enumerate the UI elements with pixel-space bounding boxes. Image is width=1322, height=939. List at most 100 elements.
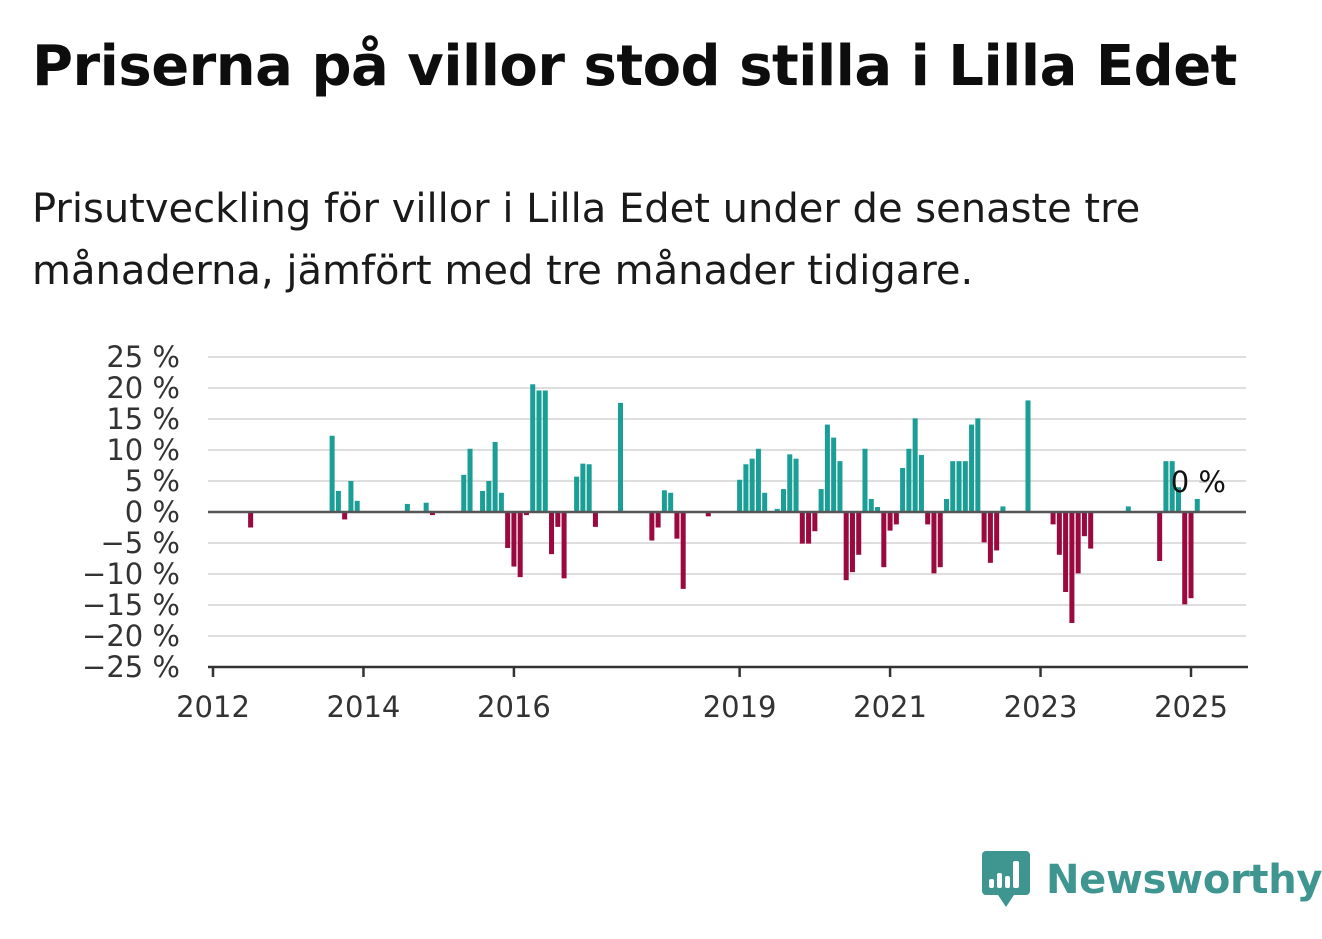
x-tick-label: 2012 bbox=[176, 690, 250, 724]
bar bbox=[649, 512, 655, 541]
x-tick-label: 2019 bbox=[703, 690, 777, 724]
bar bbox=[1056, 512, 1062, 555]
bar bbox=[342, 512, 348, 520]
bar bbox=[981, 512, 987, 543]
bar bbox=[1069, 512, 1075, 623]
bar bbox=[943, 498, 950, 512]
y-tick-label: −25 % bbox=[82, 650, 180, 684]
bar bbox=[774, 508, 780, 512]
bar bbox=[661, 490, 667, 512]
bar bbox=[994, 512, 1000, 551]
bar bbox=[511, 512, 517, 567]
bar bbox=[875, 507, 881, 512]
bar bbox=[743, 464, 749, 512]
x-tick-label: 2023 bbox=[1004, 690, 1078, 724]
bar bbox=[492, 441, 498, 512]
bar bbox=[812, 512, 818, 532]
y-tick-label: 5 % bbox=[125, 464, 180, 498]
bar bbox=[1175, 487, 1181, 512]
y-tick-label: −15 % bbox=[82, 588, 180, 622]
x-tick-label: 2014 bbox=[327, 690, 401, 724]
bar bbox=[542, 390, 548, 512]
bar bbox=[931, 512, 937, 574]
y-tick-label: −20 % bbox=[82, 619, 180, 653]
bars bbox=[248, 384, 1200, 623]
bar bbox=[1050, 512, 1056, 525]
bar bbox=[580, 463, 586, 512]
bar bbox=[335, 490, 341, 512]
bar bbox=[1000, 506, 1006, 512]
bar bbox=[617, 402, 624, 512]
bar bbox=[1088, 512, 1094, 549]
bar bbox=[969, 424, 975, 512]
bar bbox=[887, 512, 893, 531]
bar bbox=[900, 467, 906, 512]
bar bbox=[498, 492, 504, 512]
bar bbox=[762, 492, 768, 512]
bar bbox=[429, 512, 435, 516]
bar bbox=[467, 448, 473, 512]
bar bbox=[824, 424, 830, 512]
x-tick-label: 2016 bbox=[477, 690, 551, 724]
bar bbox=[837, 461, 843, 512]
bar bbox=[668, 492, 674, 512]
y-tick-label: −5 % bbox=[100, 526, 180, 560]
bar bbox=[849, 512, 855, 573]
y-tick-label: 0 % bbox=[125, 495, 180, 529]
bar bbox=[705, 512, 711, 517]
y-tick-label: −10 % bbox=[82, 557, 180, 591]
bar bbox=[843, 512, 849, 581]
bar bbox=[806, 512, 812, 544]
bar bbox=[248, 512, 254, 528]
bar bbox=[680, 512, 686, 589]
bar bbox=[1182, 512, 1188, 605]
bar bbox=[1157, 512, 1163, 561]
brand-logo: Newsworthy bbox=[980, 849, 1322, 911]
bar bbox=[912, 418, 918, 512]
bar bbox=[818, 489, 824, 512]
bar bbox=[737, 479, 743, 512]
bar bbox=[586, 464, 592, 512]
last-value-label: 0 % bbox=[1171, 465, 1226, 499]
bar bbox=[329, 435, 335, 512]
bar bbox=[480, 490, 486, 512]
bar bbox=[937, 512, 943, 568]
bar-chart: 25 %20 %15 %10 %5 %0 %−5 %−10 %−15 %−20 … bbox=[82, 340, 1248, 724]
bar bbox=[925, 512, 931, 525]
bar bbox=[505, 512, 511, 548]
bar bbox=[1125, 506, 1131, 512]
bar bbox=[755, 448, 761, 512]
bar bbox=[536, 390, 542, 512]
x-tick-label: 2025 bbox=[1154, 690, 1228, 724]
bar bbox=[404, 503, 410, 512]
bar bbox=[592, 512, 598, 527]
bar bbox=[1169, 461, 1175, 512]
bar bbox=[517, 512, 523, 578]
bar bbox=[354, 500, 360, 512]
y-tick-label: 20 % bbox=[106, 371, 180, 405]
bar bbox=[906, 448, 912, 512]
bar bbox=[1188, 512, 1194, 599]
page-title: Priserna på villor stod stilla i Lilla E… bbox=[32, 34, 1237, 99]
bar bbox=[956, 461, 962, 512]
bar bbox=[555, 512, 561, 527]
bar bbox=[793, 458, 799, 512]
bar bbox=[1025, 400, 1031, 512]
bar bbox=[893, 512, 899, 525]
bar bbox=[561, 512, 567, 579]
bar bbox=[975, 418, 981, 512]
newsworthy-chart-bubble-icon bbox=[982, 851, 1030, 907]
bar bbox=[549, 512, 555, 555]
bar bbox=[1081, 512, 1087, 537]
bar bbox=[881, 512, 887, 568]
bar bbox=[862, 448, 868, 512]
bar bbox=[780, 489, 787, 512]
bar bbox=[1194, 498, 1200, 512]
bar bbox=[486, 481, 492, 512]
y-tick-label: 15 % bbox=[106, 402, 180, 436]
bar bbox=[868, 498, 874, 512]
labels: 25 %20 %15 %10 %5 %0 %−5 %−10 %−15 %−20 … bbox=[82, 340, 1228, 724]
bar bbox=[523, 512, 529, 516]
bar bbox=[856, 512, 862, 555]
axes bbox=[208, 481, 1248, 677]
